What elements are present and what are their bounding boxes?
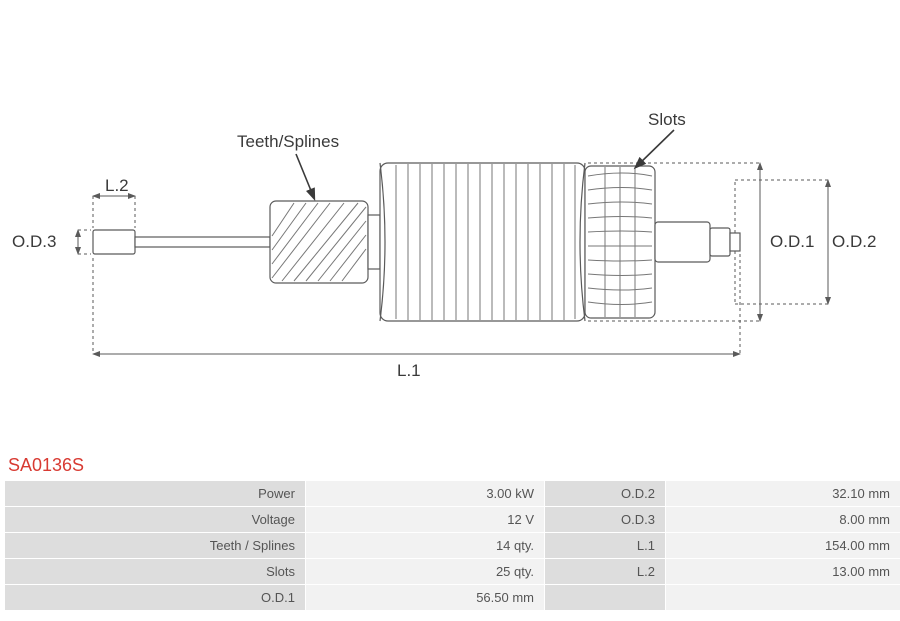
spec-value: 32.10 mm [666, 481, 900, 506]
spec-value: 56.50 mm [306, 585, 544, 610]
spec-key: L.2 [545, 559, 665, 584]
spec-value: 12 V [306, 507, 544, 532]
spec-value: 154.00 mm [666, 533, 900, 558]
spec-key: O.D.2 [545, 481, 665, 506]
table-row: Teeth / Splines14 qty.L.1154.00 mm [5, 533, 900, 558]
spec-key [545, 585, 665, 610]
spec-key: O.D.3 [545, 507, 665, 532]
armature-diagram: L.2 O.D.3 Teeth/Splines Slots O.D.1 O.D.… [0, 0, 900, 440]
armature-svg [0, 0, 900, 440]
spec-value: 14 qty. [306, 533, 544, 558]
table-row: Voltage12 VO.D.38.00 mm [5, 507, 900, 532]
spec-value: 13.00 mm [666, 559, 900, 584]
table-row: O.D.156.50 mm [5, 585, 900, 610]
spec-value: 3.00 kW [306, 481, 544, 506]
spec-key: Teeth / Splines [5, 533, 305, 558]
spec-key: Slots [5, 559, 305, 584]
table-row: Slots25 qty.L.213.00 mm [5, 559, 900, 584]
spec-value: 8.00 mm [666, 507, 900, 532]
spec-key: L.1 [545, 533, 665, 558]
spec-table: Power3.00 kWO.D.232.10 mmVoltage12 VO.D.… [4, 480, 900, 611]
spec-key: Voltage [5, 507, 305, 532]
spec-value [666, 585, 900, 610]
spec-key: Power [5, 481, 305, 506]
part-code: SA0136S [8, 455, 84, 476]
spec-key: O.D.1 [5, 585, 305, 610]
spec-value: 25 qty. [306, 559, 544, 584]
table-row: Power3.00 kWO.D.232.10 mm [5, 481, 900, 506]
